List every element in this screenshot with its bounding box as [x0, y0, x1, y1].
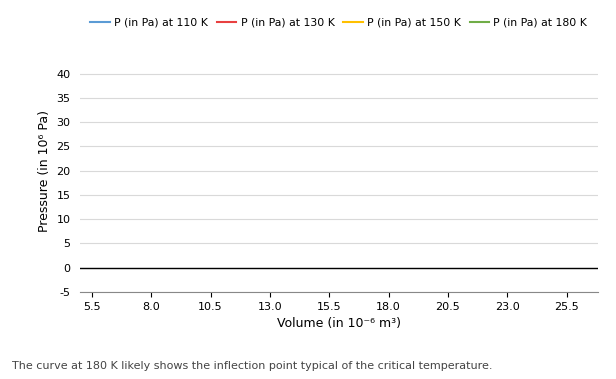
P (in Pa) at 150 K — [358, 294, 365, 299]
P (in Pa) at 110 K — [328, 294, 335, 299]
P (in Pa) at 180 K — [328, 294, 335, 299]
P (in Pa) at 150 K — [575, 294, 582, 299]
P (in Pa) at 130 K — [358, 294, 365, 299]
P (in Pa) at 110 K — [586, 294, 594, 299]
P (in Pa) at 110 K — [325, 294, 333, 299]
P (in Pa) at 130 K — [575, 294, 582, 299]
P (in Pa) at 130 K — [385, 294, 392, 299]
P (in Pa) at 150 K — [325, 294, 333, 299]
P (in Pa) at 150 K — [385, 294, 392, 299]
P (in Pa) at 180 K — [496, 294, 504, 299]
P (in Pa) at 180 K — [325, 294, 333, 299]
P (in Pa) at 130 K — [88, 294, 95, 299]
Text: The curve at 180 K likely shows the inflection point typical of the critical tem: The curve at 180 K likely shows the infl… — [12, 362, 493, 371]
P (in Pa) at 130 K — [496, 294, 504, 299]
X-axis label: Volume (in 10⁻⁶ m³): Volume (in 10⁻⁶ m³) — [277, 317, 401, 330]
P (in Pa) at 130 K — [586, 294, 594, 299]
P (in Pa) at 130 K — [325, 294, 333, 299]
P (in Pa) at 110 K — [385, 294, 392, 299]
P (in Pa) at 150 K — [586, 294, 594, 299]
P (in Pa) at 150 K — [88, 294, 95, 299]
Legend: P (in Pa) at 110 K, P (in Pa) at 130 K, P (in Pa) at 150 K, P (in Pa) at 180 K: P (in Pa) at 110 K, P (in Pa) at 130 K, … — [86, 13, 591, 32]
P (in Pa) at 180 K — [358, 294, 365, 299]
P (in Pa) at 150 K — [496, 294, 504, 299]
P (in Pa) at 180 K — [586, 294, 594, 299]
P (in Pa) at 180 K — [88, 294, 95, 299]
P (in Pa) at 110 K — [496, 294, 504, 299]
P (in Pa) at 110 K — [88, 294, 95, 299]
P (in Pa) at 110 K — [575, 294, 582, 299]
P (in Pa) at 110 K — [358, 294, 365, 299]
P (in Pa) at 180 K — [575, 294, 582, 299]
P (in Pa) at 130 K — [328, 294, 335, 299]
Y-axis label: Pressure (in 10⁶ Pa): Pressure (in 10⁶ Pa) — [38, 110, 51, 232]
P (in Pa) at 180 K — [385, 294, 392, 299]
P (in Pa) at 150 K — [328, 294, 335, 299]
